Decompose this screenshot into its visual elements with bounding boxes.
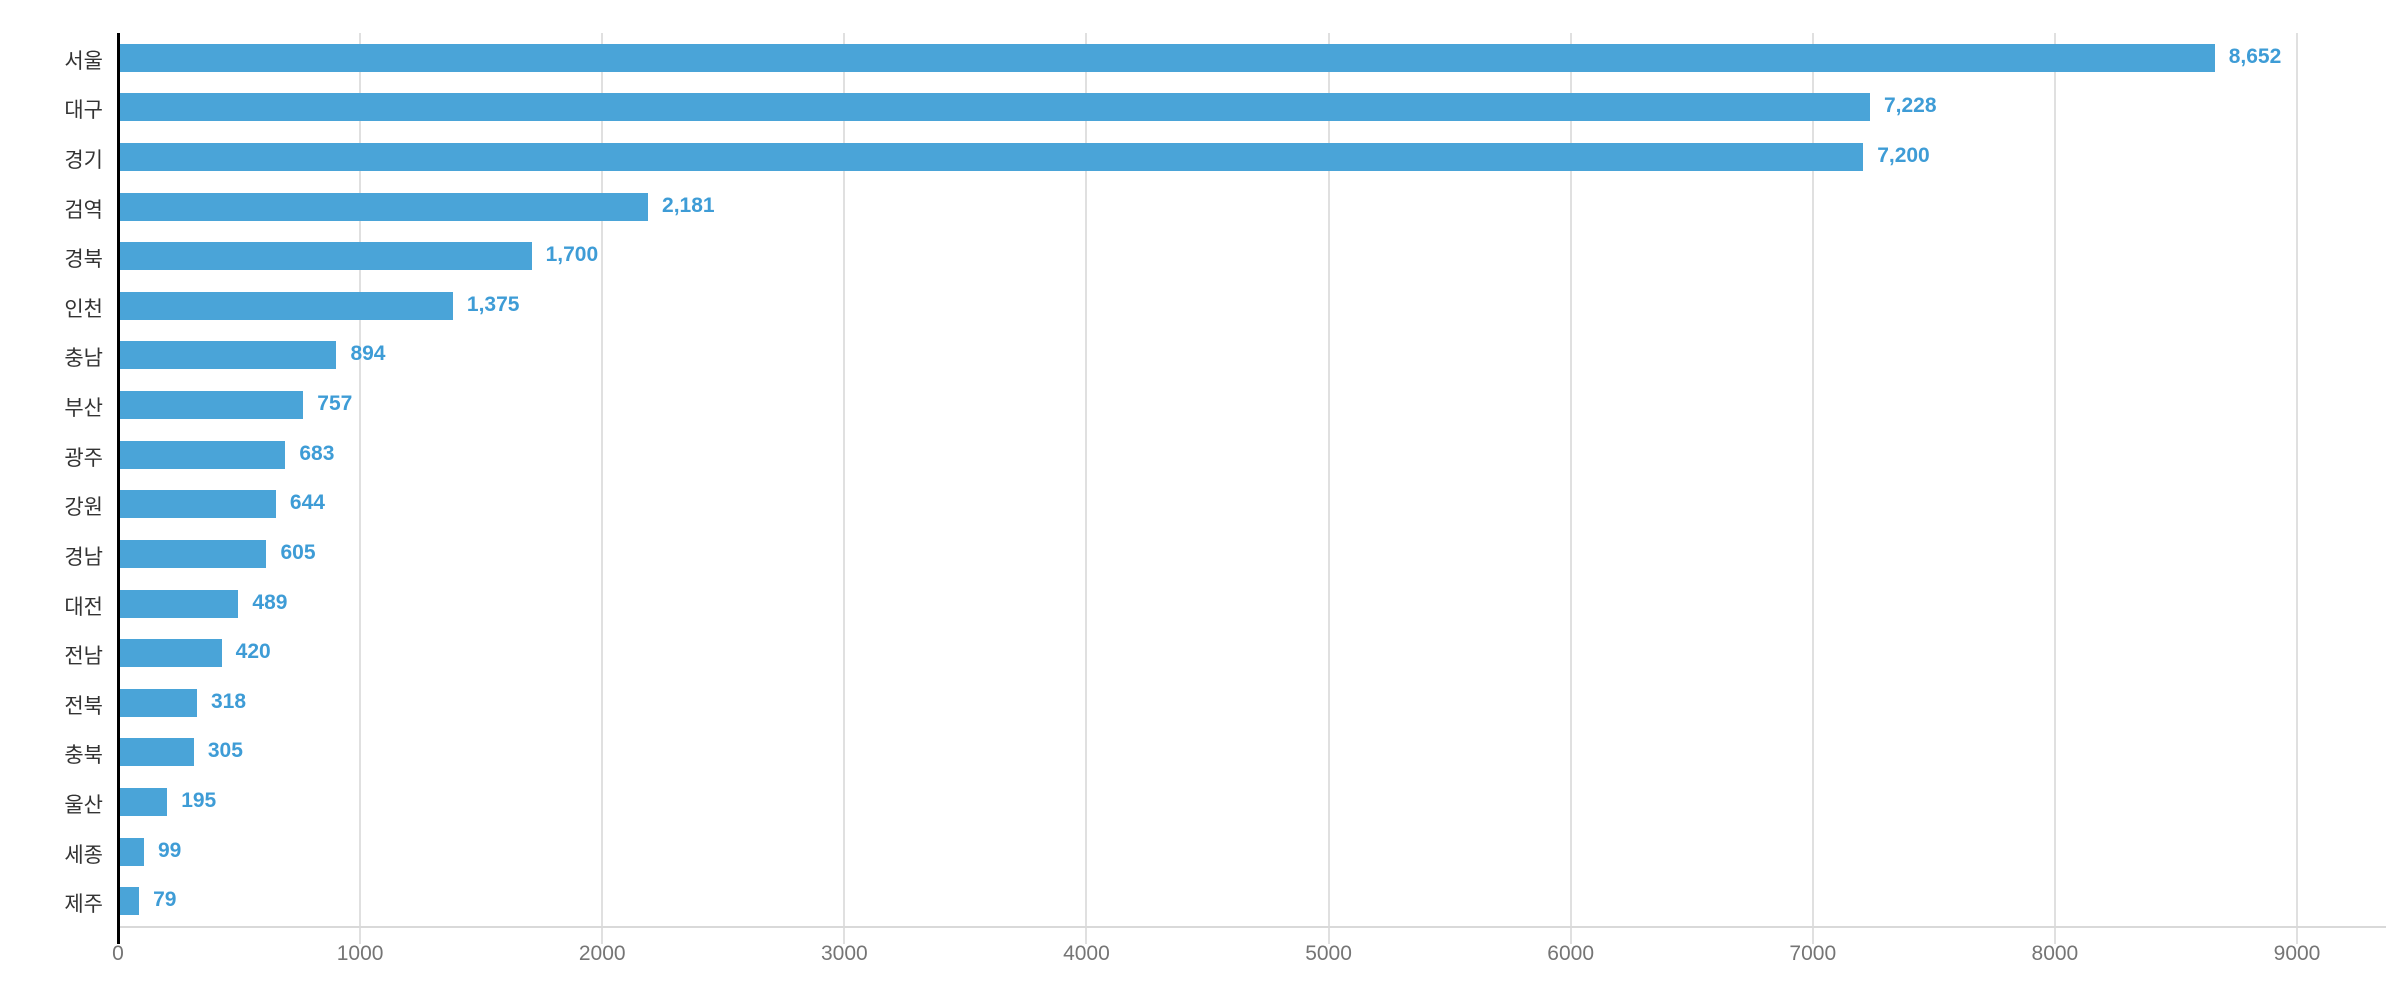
y-axis-line (117, 33, 120, 944)
value-label: 79 (153, 888, 177, 912)
value-label: 420 (235, 640, 271, 664)
x-tick-label: 2000 (578, 942, 626, 965)
category-label: 광주 (64, 446, 103, 470)
bar[interactable] (120, 639, 222, 668)
category-label: 서울 (64, 49, 103, 73)
value-label: 1,375 (466, 292, 520, 316)
x-tick-label: 8000 (2031, 942, 2079, 965)
x-tick-label: 7000 (1789, 942, 1837, 965)
value-label: 195 (181, 788, 217, 812)
gridline (601, 33, 604, 944)
bar[interactable] (120, 787, 168, 816)
bar[interactable] (120, 143, 1864, 172)
gridline (843, 33, 846, 944)
category-label: 경기 (64, 149, 103, 173)
x-tick-label: 1000 (336, 942, 384, 965)
x-tick-label: 3000 (820, 942, 868, 965)
value-label: 683 (299, 441, 335, 465)
bar[interactable] (120, 887, 140, 916)
gridline (359, 33, 362, 944)
category-label: 대전 (64, 595, 103, 619)
value-label: 1,700 (545, 243, 599, 267)
category-label: 세종 (64, 843, 103, 867)
value-label: 318 (210, 689, 247, 713)
bar[interactable] (120, 440, 286, 469)
x-tick-label: 4000 (1063, 942, 1110, 965)
value-label: 7,228 (1883, 94, 1937, 118)
value-label: 7,200 (1877, 144, 1930, 168)
category-label: 경북 (64, 248, 103, 272)
category-label: 충남 (64, 347, 103, 371)
value-label: 305 (207, 739, 243, 763)
bar[interactable] (120, 391, 304, 420)
category-label: 검역 (64, 198, 103, 222)
category-label: 제주 (64, 893, 103, 917)
category-label: 경남 (64, 545, 103, 569)
value-label: 489 (252, 590, 288, 614)
bar[interactable] (120, 837, 144, 866)
gridline (1569, 33, 1572, 944)
gridline (2296, 33, 2298, 944)
value-label: 8,652 (2228, 44, 2282, 68)
bar[interactable] (120, 192, 649, 221)
bar[interactable] (120, 242, 532, 271)
category-label: 인천 (64, 297, 103, 321)
value-label: 99 (157, 838, 182, 862)
bar[interactable] (120, 291, 453, 320)
value-label: 894 (350, 342, 386, 366)
gridline (1327, 33, 1330, 944)
bar[interactable] (120, 738, 194, 767)
bar[interactable] (120, 539, 267, 568)
x-axis-line (118, 926, 2386, 928)
category-label: 충북 (64, 744, 103, 768)
category-label: 전북 (64, 694, 103, 718)
x-tick-label: 9000 (2273, 942, 2321, 965)
category-label: 전남 (64, 645, 103, 669)
value-label: 2,181 (662, 193, 715, 217)
bar[interactable] (120, 490, 276, 519)
x-tick-label: 0 (112, 942, 124, 965)
gridline (1085, 33, 1088, 944)
gridline (1811, 33, 1814, 944)
category-label: 대구 (64, 99, 103, 123)
x-tick-label: 6000 (1547, 942, 1595, 965)
bar[interactable] (120, 341, 337, 370)
category-label: 강원 (64, 496, 103, 520)
bar[interactable] (120, 43, 2215, 72)
category-label: 울산 (64, 793, 103, 817)
bar[interactable] (120, 688, 197, 717)
value-label: 757 (317, 392, 353, 416)
category-label: 부산 (64, 397, 103, 421)
value-label: 644 (289, 491, 325, 515)
x-tick-label: 5000 (1305, 942, 1352, 965)
gridline (2053, 33, 2056, 944)
value-label: 605 (280, 540, 316, 564)
bar[interactable] (120, 93, 1870, 122)
bar[interactable] (120, 589, 239, 618)
